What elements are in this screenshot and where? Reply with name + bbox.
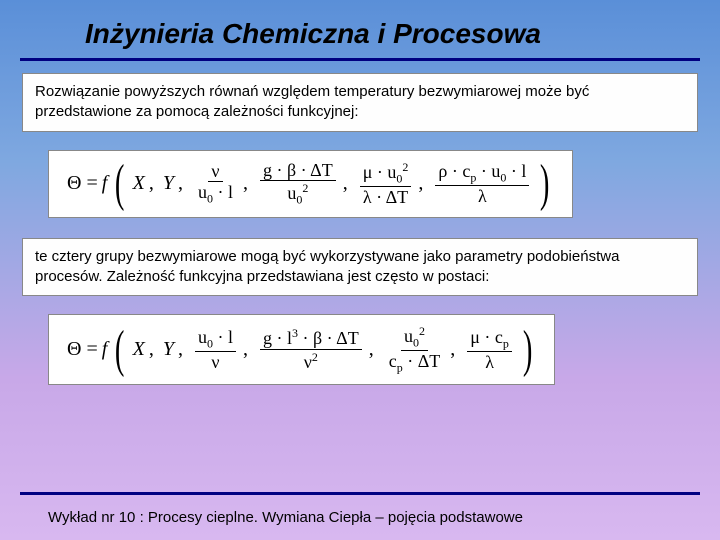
page-title: Inżynieria Chemiczna i Procesowa [0,0,720,58]
footer-rule [20,492,700,495]
footer-text: Wykład nr 10 : Procesy cieplne. Wymiana … [48,509,523,526]
equation-2: Θ = f(X, Y, u0 · lν, g · l3 · β · ΔTν2, … [48,314,555,385]
equation-1: Θ = f(X, Y, νu0 · l, g · β · ΔTu02, μ · … [48,150,573,218]
paragraph-1: Rozwiązanie powyższych równań względem t… [22,73,698,132]
title-rule [20,58,700,61]
paragraph-2: te cztery grupy bezwymiarowe mogą być wy… [22,238,698,297]
